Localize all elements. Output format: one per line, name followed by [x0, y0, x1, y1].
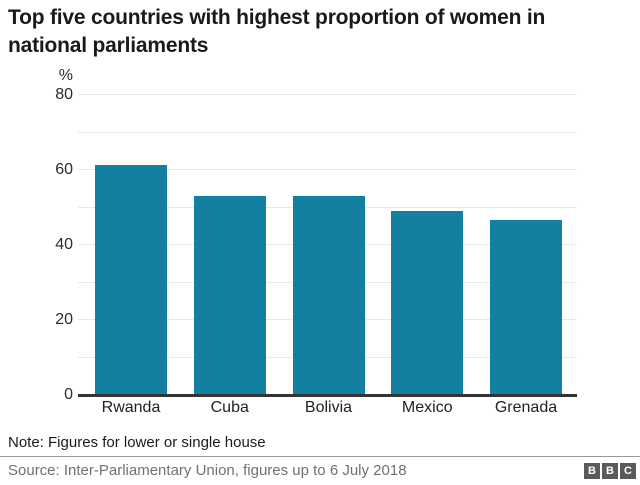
y-tick-label: 60	[55, 161, 73, 178]
y-tick-label: 20	[55, 311, 73, 328]
gridline	[78, 94, 577, 95]
bar-cuba	[193, 195, 266, 395]
x-tick-label-bolivia: Bolivia	[304, 399, 353, 416]
bar-rwanda	[95, 165, 167, 395]
bbc-logo-block: B	[584, 463, 600, 479]
chart-title: Top five countries with highest proporti…	[8, 6, 546, 57]
plot-area: Rwanda Cuba Bolivia Mexico Grenada	[78, 94, 577, 416]
x-axis-baseline	[78, 394, 577, 397]
x-tick-label-rwanda: Rwanda	[101, 399, 161, 416]
x-tick-label-mexico: Mexico	[401, 399, 453, 416]
gridline	[78, 169, 577, 170]
bbc-logo-block: C	[620, 463, 636, 479]
source-text: Source: Inter-Parliamentary Union, figur…	[8, 462, 407, 479]
gridline	[78, 131, 577, 133]
note-text: Note: Figures for lower or single house	[8, 434, 266, 451]
footer-divider	[0, 456, 640, 457]
bar-grenada	[490, 219, 562, 395]
bbc-logo-block: B	[602, 463, 618, 479]
bar-mexico	[391, 210, 464, 395]
x-tick-label-cuba: Cuba	[210, 399, 249, 416]
y-tick-label: 40	[55, 236, 73, 253]
y-tick-label: 80	[55, 86, 73, 103]
y-axis-unit-label: %	[58, 67, 73, 84]
bar-bolivia	[292, 195, 365, 395]
x-tick-label-grenada: Grenada	[494, 399, 558, 416]
y-tick-label: 0	[64, 386, 73, 403]
